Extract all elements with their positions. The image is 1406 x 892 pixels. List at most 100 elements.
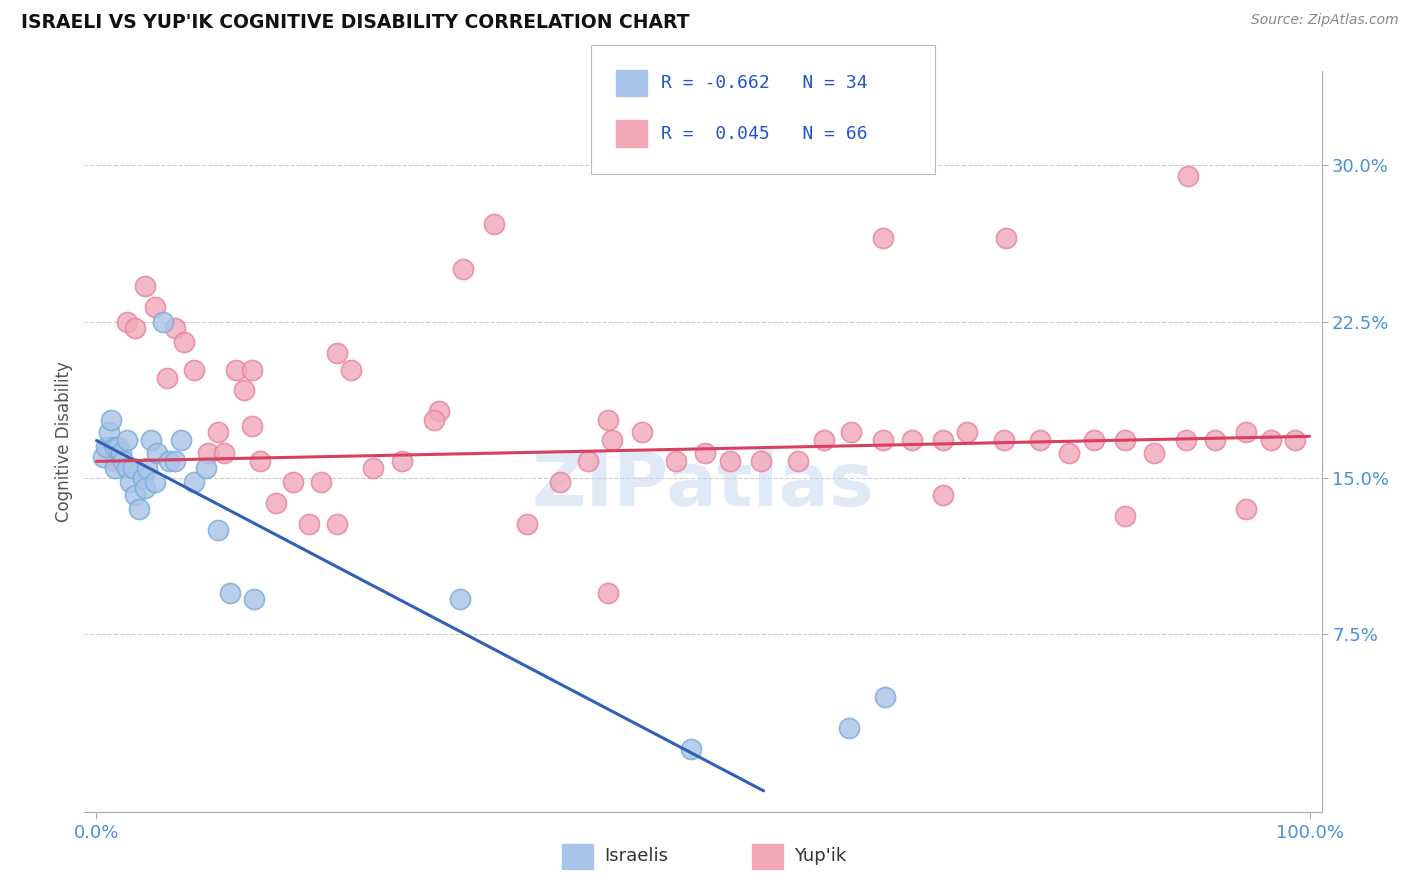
Point xyxy=(900,434,922,448)
Point xyxy=(932,488,955,502)
Point xyxy=(995,231,1018,245)
Point xyxy=(813,434,835,448)
Point xyxy=(97,440,120,454)
Point xyxy=(600,434,623,448)
Point xyxy=(219,586,242,600)
Point xyxy=(484,217,506,231)
Point xyxy=(124,321,146,335)
Text: ZIPatlas: ZIPatlas xyxy=(531,450,875,523)
Point xyxy=(1029,434,1052,448)
Point xyxy=(449,592,471,607)
Point xyxy=(264,496,287,510)
Point xyxy=(173,335,195,350)
Point xyxy=(212,446,235,460)
Point xyxy=(136,460,159,475)
Point xyxy=(679,742,702,756)
Point xyxy=(128,502,150,516)
Point xyxy=(1260,434,1282,448)
Point xyxy=(165,454,187,468)
Point xyxy=(104,460,127,475)
Point xyxy=(110,446,132,460)
Point xyxy=(340,362,363,376)
Point xyxy=(134,279,156,293)
Point xyxy=(170,434,193,448)
Point xyxy=(631,425,654,439)
Point xyxy=(548,475,571,490)
Point xyxy=(1143,446,1166,460)
Point xyxy=(124,488,146,502)
Point xyxy=(838,721,860,735)
Point xyxy=(1236,425,1258,439)
Point xyxy=(115,315,138,329)
Point xyxy=(165,321,187,335)
Point xyxy=(243,592,266,607)
Point xyxy=(695,446,717,460)
Point xyxy=(1174,434,1197,448)
Point xyxy=(718,454,741,468)
Point xyxy=(932,434,955,448)
Text: Yup'ik: Yup'ik xyxy=(794,847,846,865)
Point xyxy=(104,440,127,454)
Point xyxy=(91,450,114,465)
Point xyxy=(197,446,219,460)
Point xyxy=(104,454,127,468)
Point xyxy=(240,418,263,433)
Point xyxy=(873,690,896,704)
Point xyxy=(240,362,263,376)
Point xyxy=(872,231,894,245)
Point xyxy=(576,454,599,468)
Point xyxy=(115,460,138,475)
Point xyxy=(309,475,332,490)
Point xyxy=(152,315,174,329)
Text: R = -0.662   N = 34: R = -0.662 N = 34 xyxy=(661,74,868,92)
Point xyxy=(361,460,384,475)
Point xyxy=(131,471,153,485)
Point xyxy=(122,460,145,475)
Point xyxy=(298,516,321,531)
Point xyxy=(1236,502,1258,516)
Point xyxy=(143,475,166,490)
Point xyxy=(749,454,772,468)
Text: Israelis: Israelis xyxy=(605,847,669,865)
Point xyxy=(786,454,808,468)
Point xyxy=(194,460,217,475)
Point xyxy=(1114,508,1136,523)
Point xyxy=(1204,434,1226,448)
Point xyxy=(96,440,118,454)
Text: Source: ZipAtlas.com: Source: ZipAtlas.com xyxy=(1251,13,1399,28)
Point xyxy=(422,412,444,426)
Point xyxy=(249,454,271,468)
Point xyxy=(1083,434,1105,448)
Point xyxy=(516,516,538,531)
Point xyxy=(120,475,142,490)
Point xyxy=(665,454,688,468)
Y-axis label: Cognitive Disability: Cognitive Disability xyxy=(55,361,73,522)
Point xyxy=(993,434,1015,448)
Point xyxy=(598,412,620,426)
Point xyxy=(839,425,862,439)
Point xyxy=(115,434,138,448)
Point xyxy=(427,404,450,418)
Point xyxy=(134,482,156,496)
Point xyxy=(107,440,129,454)
Point xyxy=(325,346,347,360)
Point xyxy=(956,425,979,439)
Point xyxy=(112,454,135,468)
Point xyxy=(598,586,620,600)
Point xyxy=(183,475,205,490)
Point xyxy=(1177,169,1199,183)
Point xyxy=(391,454,413,468)
Point xyxy=(207,523,229,537)
Point xyxy=(97,425,120,439)
Point xyxy=(1284,434,1306,448)
Point xyxy=(143,300,166,314)
Text: ISRAELI VS YUP'IK COGNITIVE DISABILITY CORRELATION CHART: ISRAELI VS YUP'IK COGNITIVE DISABILITY C… xyxy=(21,13,689,32)
Point xyxy=(100,412,122,426)
Point xyxy=(207,425,229,439)
Point xyxy=(146,446,169,460)
Point xyxy=(281,475,304,490)
Point xyxy=(451,262,474,277)
Point xyxy=(139,434,162,448)
Text: R =  0.045   N = 66: R = 0.045 N = 66 xyxy=(661,125,868,143)
Point xyxy=(156,371,179,385)
